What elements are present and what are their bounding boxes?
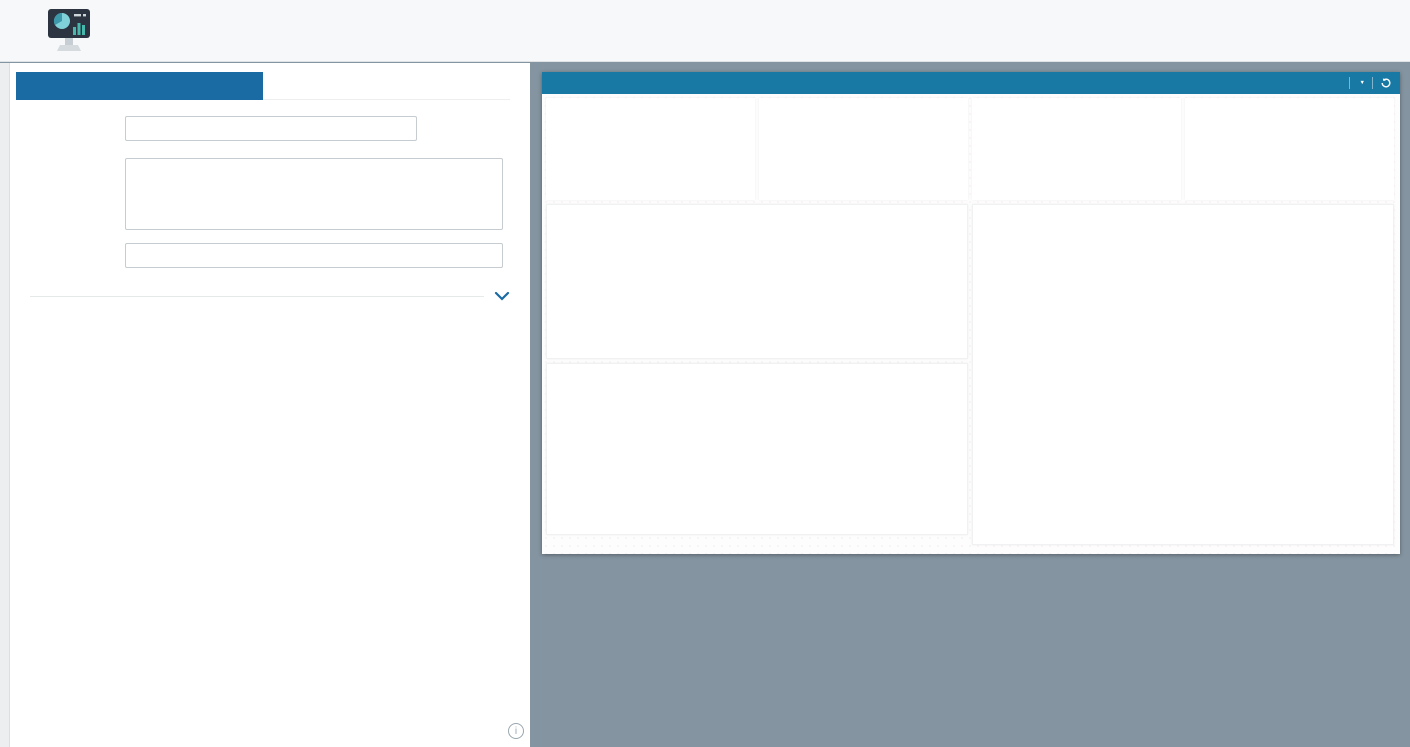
name-input[interactable]	[125, 116, 417, 141]
tab-dashboard-properties[interactable]	[16, 72, 263, 100]
dashboard-body	[542, 94, 1400, 554]
toolbar	[0, 0, 1410, 62]
app-logo	[0, 0, 138, 61]
tab-widget[interactable]	[263, 72, 510, 100]
colors-divider	[30, 295, 484, 297]
dashboard-monitor-logo-icon	[48, 8, 90, 51]
description-input[interactable]	[125, 158, 503, 230]
widget-picking-operations	[546, 204, 968, 359]
properties-tabs	[16, 72, 510, 100]
dashboard-preview: ▼	[542, 72, 1400, 554]
colors-section-header[interactable]	[20, 291, 510, 301]
info-icon[interactable]: i	[508, 723, 524, 739]
widget-work-completion	[972, 98, 1181, 200]
period-selector[interactable]: ▼	[1357, 80, 1365, 86]
widget-operators	[972, 204, 1394, 545]
left-edge-strip	[0, 63, 10, 747]
widget-picking-lines	[759, 98, 968, 200]
header-separator	[1372, 77, 1373, 89]
widget-work-assignments	[546, 98, 755, 200]
title-input[interactable]	[125, 243, 503, 268]
widget-pick-lines-by-state	[1185, 98, 1394, 200]
refresh-icon[interactable]	[1380, 77, 1392, 89]
properties-panel: i	[10, 63, 530, 747]
dashboard-header: ▼	[542, 72, 1400, 94]
widget-productivity-duration	[546, 363, 968, 535]
dashboard-canvas: ▼	[530, 63, 1410, 747]
chevron-down-icon[interactable]	[494, 291, 510, 301]
caret-down-icon: ▼	[1359, 80, 1365, 86]
header-separator	[1348, 77, 1350, 89]
